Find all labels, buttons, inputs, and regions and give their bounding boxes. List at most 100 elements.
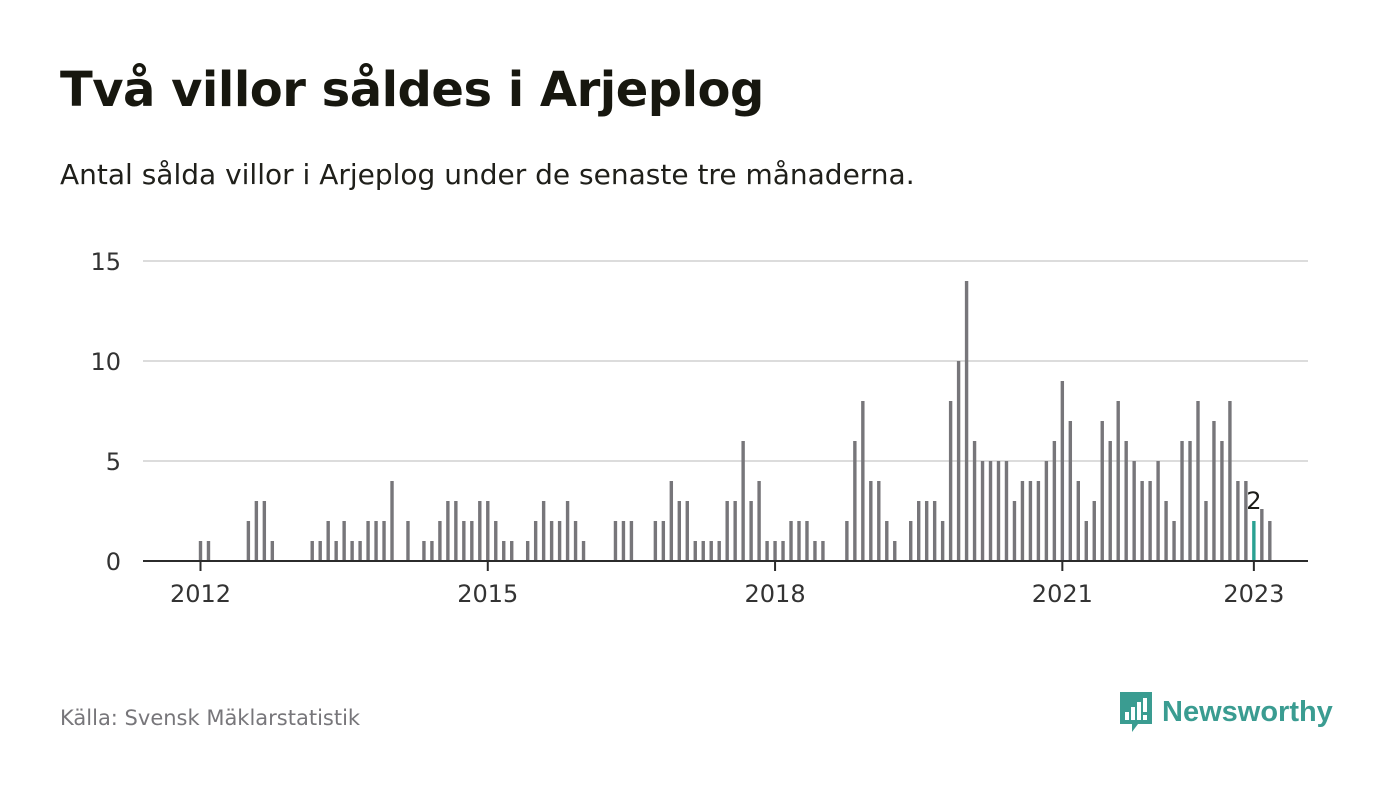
y-tick-label: 10 — [90, 348, 121, 376]
bar — [909, 521, 913, 561]
bar — [510, 541, 514, 561]
bar — [342, 521, 346, 561]
bar — [494, 521, 498, 561]
bar — [1268, 521, 1272, 561]
bar — [270, 541, 275, 561]
bar — [1204, 501, 1208, 561]
bar — [1172, 521, 1176, 561]
bar — [358, 541, 362, 561]
bar — [877, 481, 881, 561]
bar — [1100, 421, 1104, 561]
bar — [1260, 509, 1264, 561]
bar — [725, 501, 729, 561]
bar — [677, 501, 681, 561]
bar — [1188, 441, 1192, 561]
bar — [709, 541, 713, 561]
bar — [1020, 481, 1025, 561]
bar — [1052, 441, 1057, 561]
bar — [1220, 441, 1224, 561]
bar — [206, 541, 211, 561]
bar — [533, 521, 538, 561]
bar — [948, 401, 953, 561]
bar — [789, 521, 793, 561]
bar — [940, 521, 945, 561]
bar — [1060, 381, 1065, 561]
bar — [581, 541, 586, 561]
chart-subtitle: Antal sålda villor i Arjeplog under de s… — [60, 158, 915, 191]
bar — [1228, 401, 1232, 561]
bar — [565, 501, 570, 561]
bar — [1036, 481, 1041, 561]
bar — [932, 501, 937, 561]
bar — [701, 541, 705, 561]
bar — [685, 501, 689, 561]
brand-name: Newsworthy — [1162, 695, 1333, 728]
bar — [430, 541, 434, 561]
bar — [893, 541, 897, 561]
bar — [390, 481, 394, 561]
bar — [310, 541, 314, 561]
bar — [964, 281, 969, 561]
bar — [1236, 481, 1240, 561]
bar — [956, 361, 961, 561]
bar — [525, 541, 530, 561]
bar — [972, 441, 977, 561]
bar — [845, 521, 849, 561]
chart-title: Två villor såldes i Arjeplog — [60, 62, 764, 118]
bar — [805, 521, 809, 561]
source-note: Källa: Svensk Mäklarstatistik — [60, 706, 361, 730]
x-tick-label: 2023 — [1223, 580, 1284, 608]
bar — [549, 521, 554, 561]
bar — [557, 521, 562, 561]
bar — [1004, 461, 1009, 561]
bar — [1012, 501, 1017, 561]
bar — [813, 541, 817, 561]
bar — [470, 521, 474, 561]
bar — [1068, 421, 1073, 561]
bar — [422, 541, 426, 561]
newsworthy-brand[interactable]: Newsworthy — [1118, 690, 1333, 734]
x-tick-label: 2021 — [1032, 580, 1093, 608]
bar — [1164, 501, 1168, 561]
bar — [541, 501, 546, 561]
bar — [781, 541, 785, 561]
bar — [629, 521, 634, 561]
bar — [1212, 421, 1216, 561]
bar — [733, 501, 737, 561]
bar — [869, 481, 873, 561]
bar — [438, 521, 442, 561]
bar — [1084, 521, 1088, 561]
bar — [366, 521, 370, 561]
bar — [198, 541, 203, 561]
bar — [334, 541, 338, 561]
bar — [669, 481, 674, 561]
bar — [621, 521, 626, 561]
bar — [741, 441, 745, 561]
bar — [693, 541, 697, 561]
bar — [406, 521, 410, 561]
bar — [1108, 441, 1112, 561]
bar — [653, 521, 658, 561]
bar — [853, 441, 857, 561]
bar — [246, 521, 251, 561]
bar-chart: 0 5 10 15 2012 2015 2018 2021 2023 2 — [90, 248, 1308, 608]
bar — [661, 521, 666, 561]
bar — [757, 481, 761, 561]
bar — [1156, 461, 1160, 561]
bar — [1196, 401, 1200, 561]
bar — [996, 461, 1001, 561]
bar — [382, 521, 386, 561]
bar — [1076, 481, 1080, 561]
bar — [486, 501, 490, 561]
bar — [797, 521, 801, 561]
bar — [917, 501, 921, 561]
bar — [749, 501, 753, 561]
bar — [1132, 461, 1136, 561]
bar — [765, 541, 769, 561]
highlight-bar — [1252, 521, 1256, 561]
bar — [773, 541, 777, 561]
y-tick-label: 0 — [106, 548, 121, 576]
bar — [717, 541, 721, 561]
bar — [478, 501, 482, 561]
bar — [374, 521, 378, 561]
